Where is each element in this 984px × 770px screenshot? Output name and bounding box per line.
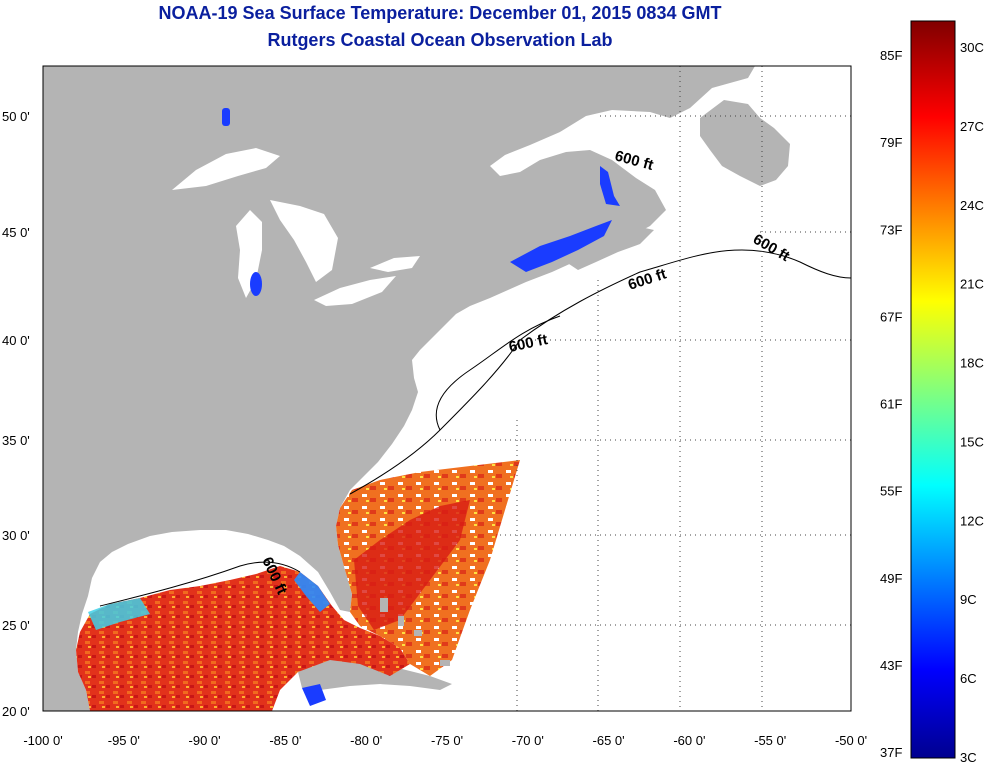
colorbar-c-label: 9C <box>960 592 977 607</box>
colorbar-c-label: 30C <box>960 40 984 55</box>
lon-tick-label: -50 0' <box>835 733 867 748</box>
colorbar-c-label: 6C <box>960 671 977 686</box>
lon-tick-label: -90 0' <box>189 733 221 748</box>
lon-tick-label: -80 0' <box>350 733 382 748</box>
map-frame <box>42 65 852 712</box>
latitude-ticks: 50 0' 45 0' 40 0' 35 0' 30 0' 25 0' 20 0' <box>2 109 30 719</box>
colorbar-c-label: 24C <box>960 198 984 213</box>
colorbar-f-label: 43F <box>880 658 902 673</box>
colorbar-c-label: 15C <box>960 434 984 449</box>
colorbar-c-label: 27C <box>960 119 984 134</box>
lat-tick-label: 40 0' <box>2 333 30 348</box>
colorbar-c-label: 3C <box>960 750 977 765</box>
colorbar-f-label: 73F <box>880 222 902 237</box>
colorbar-f-label: 55F <box>880 484 902 499</box>
longitude-ticks: -100 0' -95 0' -90 0' -85 0' -80 0' -75 0' -70… <box>23 733 867 748</box>
colorbar-c-label: 12C <box>960 513 984 528</box>
map-grid <box>440 66 851 711</box>
colorbar-f-label: 85F <box>880 48 902 63</box>
lat-tick-label: 20 0' <box>2 704 30 719</box>
map-title: NOAA-19 Sea Surface Temperature: Decembe… <box>158 3 722 23</box>
lat-tick-label: 50 0' <box>2 109 30 124</box>
lon-tick-label: -65 0' <box>593 733 625 748</box>
lon-tick-label: -95 0' <box>108 733 140 748</box>
bahamas-islands <box>380 598 450 666</box>
lat-tick-label: 45 0' <box>2 225 30 240</box>
florida-shelf <box>294 572 330 612</box>
colorbar-f-label: 61F <box>880 397 902 412</box>
colorbar-f-label: 79F <box>880 135 902 150</box>
lon-tick-label: -75 0' <box>431 733 463 748</box>
lon-tick-label: -100 0' <box>23 733 62 748</box>
colorbar-c-label: 18C <box>960 356 984 371</box>
colorbar-f-label: 49F <box>880 571 902 586</box>
lat-tick-label: 25 0' <box>2 618 30 633</box>
gulf-shelf-cool <box>88 598 150 630</box>
gulf-st-lawrence <box>560 116 672 160</box>
cuba-land <box>298 658 452 690</box>
newfoundland-land <box>700 100 790 186</box>
great-lakes <box>172 148 420 306</box>
colorbar-c-label: 21C <box>960 277 984 292</box>
lon-tick-label: -85 0' <box>269 733 301 748</box>
gulf-stream-core <box>354 500 470 630</box>
contour-600ft <box>99 249 851 607</box>
colorbar-f-ticks: 85F 79F 73F 67F 61F 55F 49F 43F 37F <box>880 48 902 760</box>
colorbar <box>910 20 956 759</box>
nova-scotia-land <box>566 226 654 270</box>
north-america-land <box>43 66 755 711</box>
colorbar-f-label: 37F <box>880 745 902 760</box>
lon-tick-label: -60 0' <box>673 733 705 748</box>
colorbar-c-ticks: 30C 27C 24C 21C 18C 15C 12C 9C 6C 3C <box>960 40 984 765</box>
colorbar-f-label: 67F <box>880 309 902 324</box>
lat-tick-label: 35 0' <box>2 433 30 448</box>
lon-tick-label: -70 0' <box>512 733 544 748</box>
lon-tick-label: -55 0' <box>754 733 786 748</box>
cold-water-patches <box>222 108 620 706</box>
lat-tick-label: 30 0' <box>2 528 30 543</box>
map-subtitle: Rutgers Coastal Ocean Observation Lab <box>267 30 613 50</box>
